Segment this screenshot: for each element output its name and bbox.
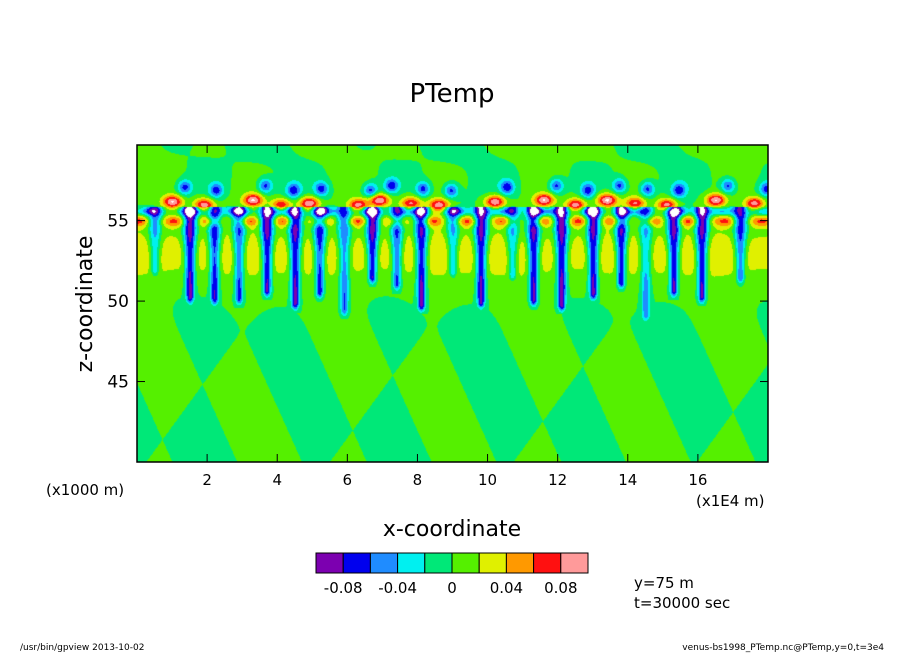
colorbar-bin (369, 552, 399, 574)
x-tick-label: 10 (478, 471, 497, 489)
x-tick-label: 8 (413, 471, 423, 489)
footer-right: venus-bs1998_PTemp.nc@PTemp,y=0,t=3e4 (682, 643, 884, 653)
colorbar-bin (342, 552, 371, 574)
colorbar-bin (424, 552, 453, 574)
potential-temperature-field (137, 145, 768, 462)
note-y: y=75 m (634, 574, 694, 592)
x-tick-label: 14 (618, 471, 637, 489)
x-tick-label: 6 (343, 471, 353, 489)
colorbar-bin (560, 552, 589, 574)
colorbar-tick-label: 0 (447, 579, 457, 597)
y-tick-label: 50 (107, 292, 129, 312)
x-tick-label: 2 (202, 471, 212, 489)
x-axis-label: x-coordinate (383, 517, 521, 542)
colorbar-bin (315, 552, 344, 574)
x-tick-label: 12 (548, 471, 567, 489)
colorbar-tick-label: -0.04 (378, 579, 417, 597)
colorbar-bin (533, 552, 562, 574)
colorbar: -0.08 -0.04 0 0.04 0.08 (315, 552, 589, 597)
x-unit-right: (x1E4 m) (696, 492, 765, 510)
y-axis-ticks: 45 50 55 (107, 212, 768, 393)
colorbar-tick-label: 0.04 (490, 579, 523, 597)
chart-title: PTemp (410, 79, 495, 109)
note-t: t=30000 sec (634, 594, 730, 612)
plot-frame (136, 144, 769, 463)
y-tick-label: 55 (107, 212, 129, 232)
plot-area: 2 4 6 8 10 12 14 16 45 50 55 (107, 144, 769, 489)
y-axis-label: z-coordinate (73, 236, 98, 373)
x-tick-label: 4 (272, 471, 282, 489)
colorbar-bin (451, 552, 480, 574)
colorbar-tick-label: 0.08 (544, 579, 577, 597)
x-unit-left: (x1000 m) (46, 481, 124, 499)
colorbar-bin (505, 552, 535, 574)
footer-left: /usr/bin/gpview 2013-10-02 (20, 643, 144, 653)
y-tick-label: 45 (107, 373, 129, 393)
x-axis-ticks: 2 4 6 8 10 12 14 16 (202, 145, 707, 489)
colorbar-tick-label: -0.08 (324, 579, 363, 597)
colorbar-bin (478, 552, 507, 574)
colorbar-bin (397, 552, 426, 574)
x-tick-label: 16 (688, 471, 707, 489)
